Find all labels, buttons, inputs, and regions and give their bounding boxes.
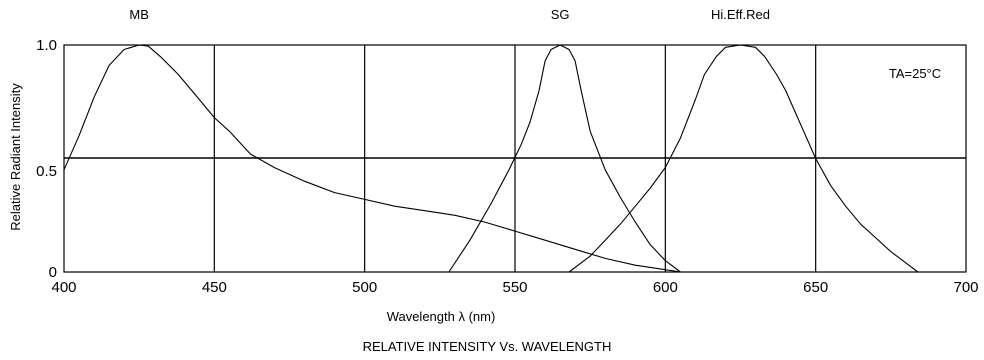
- y-tick-label-0: 0: [49, 264, 57, 281]
- x-tick-label-450: 450: [202, 279, 227, 296]
- y-tick-label-0.5: 0.5: [36, 163, 57, 180]
- series-line-hi-eff-red: [568, 44, 919, 273]
- series-label-sg: SG: [551, 7, 570, 22]
- chart-title: RELATIVE INTENSITY Vs. WAVELENGTH: [363, 339, 612, 354]
- series-curves: [63, 44, 919, 273]
- x-tick-label-700: 700: [953, 279, 978, 296]
- x-tick-label-400: 400: [51, 279, 76, 296]
- series-line-mb: [63, 44, 681, 273]
- temperature-annotation: TA=25°C: [889, 66, 941, 81]
- x-tick-label-650: 650: [803, 279, 828, 296]
- axis-labels: 400 450 500 550 600 650 700 0 0.5 1.0 MB SG Hi.Eff.R…: [36, 7, 978, 296]
- x-axis-label: Wavelength λ (nm): [387, 309, 496, 324]
- y-axis-label: Relative Radiant Intensity: [8, 83, 23, 231]
- x-tick-label-500: 500: [352, 279, 377, 296]
- series-line-sg: [448, 44, 681, 273]
- x-tick-label-550: 550: [502, 279, 527, 296]
- series-label-mb: MB: [129, 7, 149, 22]
- x-tick-label-600: 600: [653, 279, 678, 296]
- y-tick-label-1.0: 1.0: [36, 37, 57, 54]
- series-label-hi-eff-red: Hi.Eff.Red: [711, 7, 770, 22]
